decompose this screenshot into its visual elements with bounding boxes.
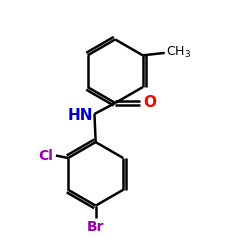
Text: Br: Br	[87, 220, 104, 234]
Text: HN: HN	[68, 108, 93, 123]
Text: CH$_3$: CH$_3$	[166, 45, 191, 60]
Text: O: O	[143, 95, 156, 110]
Text: Cl: Cl	[38, 148, 54, 162]
